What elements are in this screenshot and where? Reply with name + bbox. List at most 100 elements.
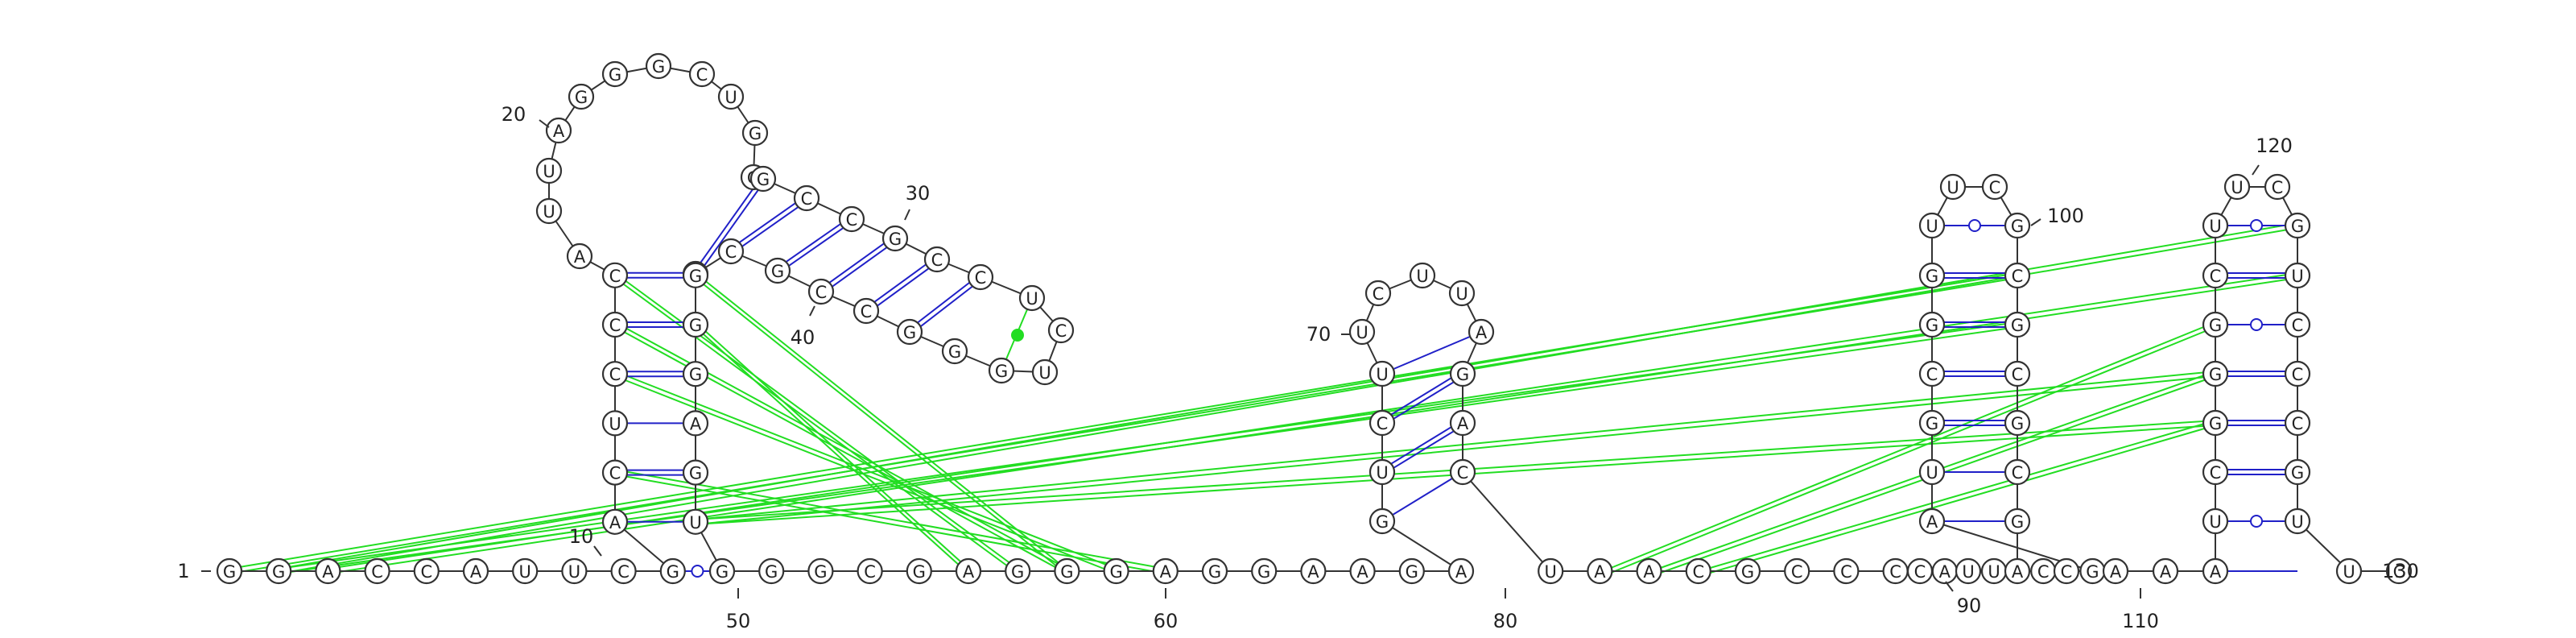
nucleotide-a: A xyxy=(1449,409,1476,437)
nucleotide-letter: C xyxy=(2037,562,2050,582)
nucleotide-circle xyxy=(682,262,709,288)
nucleotide-g: G xyxy=(1734,557,1761,585)
nucleotide-g: G xyxy=(941,338,968,365)
nucleotide-circle xyxy=(2284,458,2311,486)
nucleotide-c: C xyxy=(807,278,835,305)
tertiary-interaction-line xyxy=(695,272,1067,570)
tertiary-interaction-line xyxy=(695,321,969,570)
tertiary-interaction-line xyxy=(695,326,969,574)
nucleotide-c: C xyxy=(2030,557,2057,585)
nucleotide-circle xyxy=(413,557,440,585)
nucleotide-letter: U xyxy=(724,88,737,107)
nucleotide-letter: A xyxy=(1594,562,1606,582)
tick-20 xyxy=(539,119,550,128)
nucleotide-circle xyxy=(1448,280,1476,307)
label-30: 30 xyxy=(906,182,931,205)
nucleotide-letter: C xyxy=(1914,562,1926,582)
nucleotide-g: G xyxy=(1103,557,1129,585)
nucleotide-letter: C xyxy=(975,268,987,288)
nucleotide-letter: G xyxy=(1208,562,1221,582)
nucleotide-letter: G xyxy=(903,323,916,342)
nucleotide-g: G xyxy=(2004,508,2031,535)
nucleotide-u: U xyxy=(1918,458,1946,486)
nucleotide-u: U xyxy=(2223,173,2251,201)
nucleotide-circle xyxy=(512,557,539,585)
nucleotide-c: C xyxy=(1882,557,1909,585)
nucleotide-circle xyxy=(1918,360,1946,387)
nucleotide-circle xyxy=(566,242,593,270)
nucleotide-c: C xyxy=(413,557,440,585)
nucleotide-a: A xyxy=(2152,557,2179,585)
nucleotide-circle xyxy=(1955,557,1982,585)
nucleotide-circle xyxy=(2284,360,2311,387)
nucleotide-circle xyxy=(741,119,769,147)
nucleotide-letter: C xyxy=(609,365,621,384)
nucleotide-circle xyxy=(1636,557,1662,585)
nucleotide-circle xyxy=(1349,557,1376,585)
nucleotide-circle xyxy=(601,311,629,338)
nucleotide-letter: G xyxy=(749,124,762,143)
tick-10 xyxy=(593,545,602,557)
base-pair-line xyxy=(1383,375,1465,426)
nucleotide-letter: A xyxy=(1356,562,1368,582)
nucleotide-letter: G xyxy=(2011,316,2024,335)
nucleotide-letter: U xyxy=(1455,284,1468,304)
nucleotide-circle xyxy=(2284,311,2311,338)
nucleotide-letter: C xyxy=(617,562,630,582)
base-pair-line xyxy=(867,260,939,314)
nucleotide-circle xyxy=(1918,311,1946,338)
nucleotide-circle xyxy=(2202,212,2229,239)
nucleotide-circle xyxy=(2202,458,2229,486)
nucleotide-g: G xyxy=(988,357,1015,384)
nucleotide-circle xyxy=(1449,458,1476,486)
nucleotide-a: A xyxy=(1468,318,1495,346)
wobble-pair-marker xyxy=(2250,515,2263,528)
nucleotide-letter: U xyxy=(1376,463,1388,483)
nucleotide-c: C xyxy=(1981,173,2008,201)
nucleotide-g: G xyxy=(749,165,777,193)
nucleotide-g: G xyxy=(758,557,785,585)
nucleotide-letter: C xyxy=(1989,178,2001,197)
nucleotide-circle xyxy=(462,557,489,585)
nucleotide-letter: C xyxy=(846,210,858,230)
nucleotide-circle xyxy=(896,318,923,346)
nucleotide-circle xyxy=(2284,212,2311,239)
nucleotide-letter: U xyxy=(2231,178,2243,197)
nucleotide-c: C xyxy=(601,262,629,288)
base-pair-line xyxy=(907,274,980,331)
nucleotide-circle xyxy=(216,557,243,585)
nucleotide-letter: G xyxy=(2291,463,2304,483)
label-110: 110 xyxy=(2122,610,2159,632)
nucleotide-c: C xyxy=(1368,409,1396,437)
nucleotide-letter: G xyxy=(223,562,236,582)
tertiary-interaction-line xyxy=(1707,420,2216,570)
nucleotide-letter: A xyxy=(1307,562,1319,582)
nucleotide-c: C xyxy=(2284,311,2311,338)
nucleotide-a: A xyxy=(2004,557,2031,585)
nucleotide-circle xyxy=(2102,557,2129,585)
nucleotide-g: G xyxy=(659,557,686,585)
tick-40 xyxy=(809,305,815,317)
nucleotide-u: U xyxy=(682,508,709,535)
nucleotide-letter: U xyxy=(543,202,555,222)
nucleotide-letter: C xyxy=(861,302,873,321)
base-pair-line xyxy=(910,278,983,335)
nucleotide-circle xyxy=(682,361,709,387)
wobble-pair-marker xyxy=(1968,219,1981,232)
nucleotide-circle xyxy=(1398,557,1425,585)
nucleotide-letter: C xyxy=(2272,178,2284,197)
nucleotide-u: U xyxy=(1448,280,1476,307)
nucleotide-letter: G xyxy=(1376,512,1389,532)
nucleotide-g: G xyxy=(2004,311,2031,338)
label-130: 130 xyxy=(2382,560,2419,582)
nucleotide-circle xyxy=(2004,212,2031,239)
nucleotide-letter: A xyxy=(609,513,621,532)
nucleotide-a: A xyxy=(315,557,341,585)
nucleotide-c: C xyxy=(1833,557,1860,585)
base-pair-line xyxy=(775,216,851,270)
nucleotide-circle xyxy=(1368,508,1396,535)
nucleotide-letter: C xyxy=(1926,365,1938,384)
nucleotide-letter: A xyxy=(1926,512,1938,532)
nucleotide-g: G xyxy=(2202,360,2229,387)
nucleotide-letter: C xyxy=(1791,562,1803,582)
